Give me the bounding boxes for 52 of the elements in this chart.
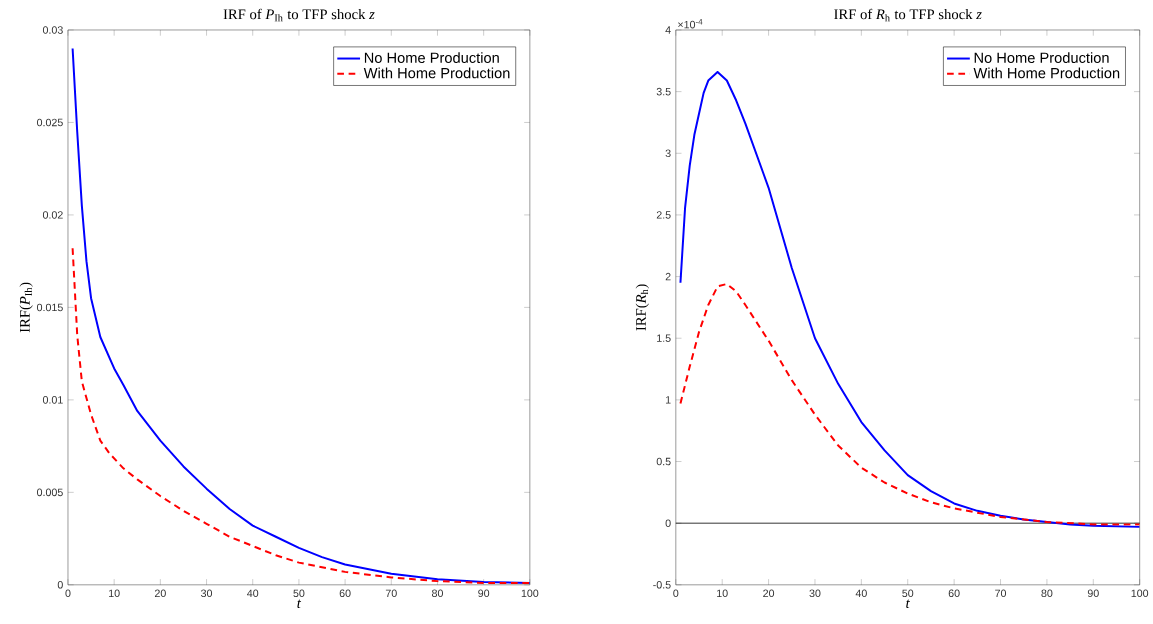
legend-label: No Home Production [364,52,499,64]
y-tick-label: 1.5 [657,334,671,343]
x-tick-label: 20 [763,589,775,598]
x-tick-label: 10 [717,589,728,598]
y-tick-label: 0.005 [37,488,63,497]
x-tick-label: 60 [339,589,351,598]
x-tick-label: 30 [201,589,213,598]
line-series [679,283,1140,526]
y-tick-label: 0.01 [42,396,63,404]
y-axis-title: IRF(R$_{h}$) [635,284,649,331]
x-tick-label: 50 [293,589,305,598]
x-tick-label: 20 [154,589,166,598]
y-tick-label: 3 [665,149,671,158]
chart-title: IRF of R$_{h}$ to TFP shock z [834,8,982,22]
text: ×10$^{-4}$ [678,19,703,29]
legend-label: No Home Production [974,52,1109,64]
legend-label: With Home Production [363,67,510,79]
legend-label: With Home Production [973,67,1120,79]
x-axis-title: t [297,599,302,609]
y-tick-label: 0.015 [37,303,63,312]
x-tick-label: 60 [948,589,960,598]
y-tick-label: 3.5 [656,87,671,96]
x-tick-label: 10 [109,589,120,598]
x-tick-label: 100 [521,589,539,598]
chart-title: IRF of P$_{Ih}$ to TFP shock z [223,8,375,22]
y-tick-label: 2 [665,272,671,281]
x-axis-title: t [906,599,910,609]
y-axis-title: IRF(P$_{Ih}$) [19,282,33,333]
line-series [71,247,530,585]
y-tick-label: 2.5 [656,211,671,219]
x-tick-label: 50 [902,589,914,598]
y-tick-label: 0 [665,519,671,528]
x-tick-label: 70 [385,589,397,598]
x-tick-label: 40 [247,589,259,598]
x-tick-label: 0 [673,589,679,598]
y-tick-label: 0.025 [37,118,63,127]
y-tick-label: -0.5 [653,581,671,589]
x-tick-label: 80 [432,589,443,598]
x-tick-label: 80 [1041,589,1053,598]
x-tick-label: 90 [478,589,490,598]
y-tick-label: 1 [665,396,671,404]
y-tick-label: 4 [665,26,671,34]
y-tick-label: 0.03 [42,26,63,34]
y-tick-label: 0 [57,581,63,589]
x-tick-label: 40 [855,589,867,598]
x-tick-label: 70 [995,589,1007,598]
x-tick-label: 0 [65,589,71,598]
y-tick-label: 0.5 [656,457,671,466]
x-tick-label: 30 [809,589,821,598]
y-tick-label: 0.02 [42,211,63,219]
x-tick-label: 90 [1087,589,1099,598]
x-tick-label: 100 [1131,589,1149,598]
